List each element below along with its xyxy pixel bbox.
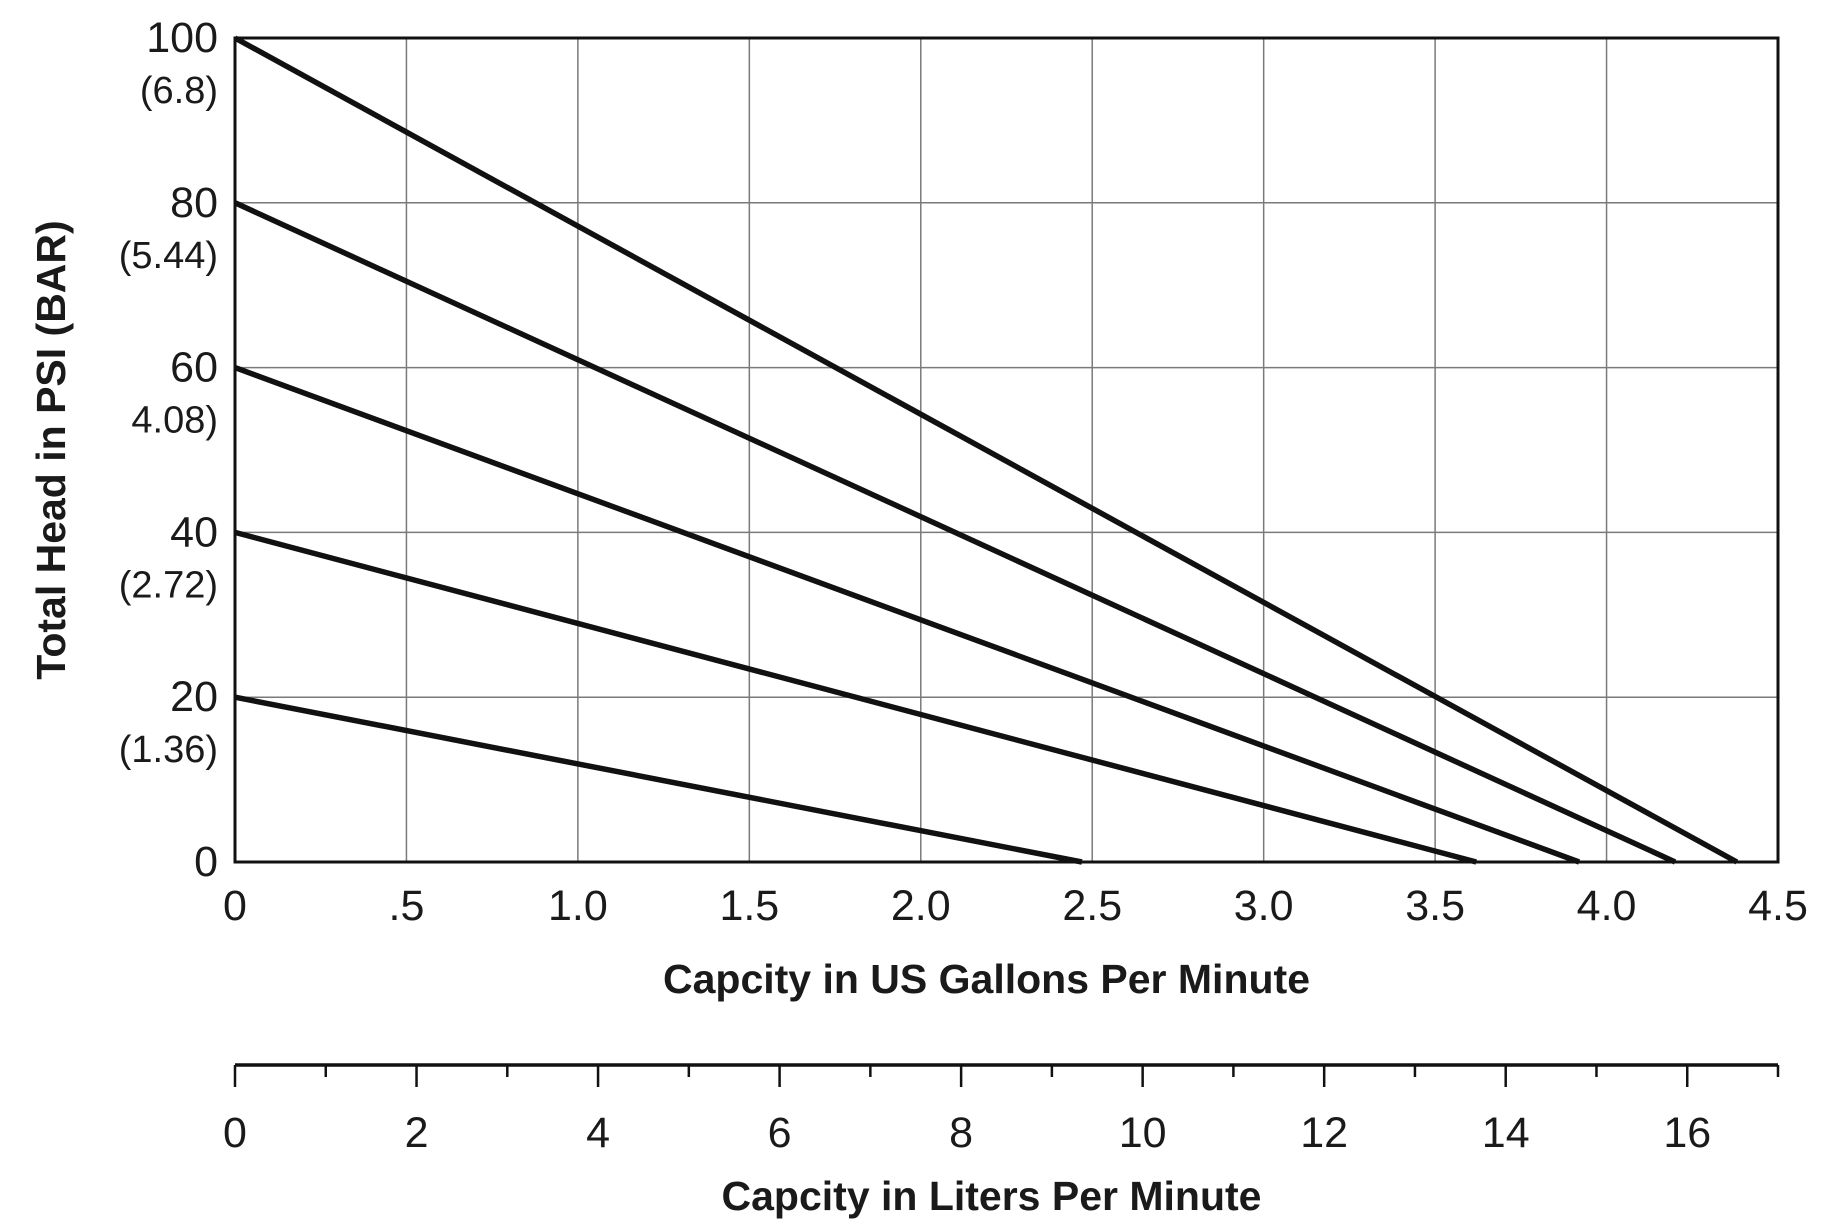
y-tick-label-psi: 40 <box>170 508 218 556</box>
y-tick-label-bar: (1.36) <box>119 729 218 771</box>
y-tick-label-psi: 20 <box>170 673 218 721</box>
x-tick-label: 1.5 <box>719 882 779 930</box>
liters-tick-label: 8 <box>949 1109 973 1157</box>
liters-tick-label: 16 <box>1663 1109 1711 1157</box>
y-tick-label-psi: 0 <box>194 838 218 886</box>
y-axis-title: Total Head in PSI (BAR) <box>28 220 74 679</box>
y-tick-label-bar: (5.44) <box>119 235 218 277</box>
series-line-2 <box>233 200 1677 865</box>
y-tick-label-psi: 60 <box>170 344 218 392</box>
x-tick-label: 2.5 <box>1062 882 1122 930</box>
liters-tick-label: 4 <box>586 1109 610 1157</box>
liters-tick-label: 12 <box>1300 1109 1348 1157</box>
y-tick-label-psi: 100 <box>146 14 218 62</box>
x-tick-label: 4.5 <box>1748 882 1808 930</box>
liters-axis: 0 2 4 6 8 10 12 14 16 <box>223 1063 1780 1157</box>
series-line-4 <box>234 529 1477 865</box>
grid-layer <box>235 38 1778 862</box>
y-tick-label-psi: 80 <box>170 179 218 227</box>
x-tick-label: 2.0 <box>891 882 951 930</box>
series-line-3 <box>234 365 1581 865</box>
y-tick-label-bar: 4.08) <box>131 400 218 442</box>
liters-tick-label: 10 <box>1119 1109 1167 1157</box>
y-tick-label-bar: (6.8) <box>140 70 218 112</box>
series-line-5 <box>234 694 1083 865</box>
liters-axis-title: Capcity in Liters Per Minute <box>722 1173 1262 1219</box>
liters-tick-label: 14 <box>1482 1109 1530 1157</box>
plot-frame <box>233 36 1780 864</box>
x-axis-title: Capcity in US Gallons Per Minute <box>663 956 1310 1002</box>
x-tick-label: .5 <box>389 882 425 930</box>
series-layer <box>233 35 1739 865</box>
x-tick-label: 0 <box>223 882 247 930</box>
y-tick-label-bar: (2.72) <box>119 564 218 606</box>
x-tick-label: 4.0 <box>1577 882 1637 930</box>
x-tick-label: 3.0 <box>1234 882 1294 930</box>
liters-tick-label: 0 <box>223 1109 247 1157</box>
x-tick-label: 1.0 <box>548 882 608 930</box>
x-tick-label: 3.5 <box>1405 882 1465 930</box>
series-line-1 <box>233 35 1739 865</box>
liters-tick-label: 6 <box>768 1109 792 1157</box>
x-tick-labels: 0 .5 1.0 1.5 2.0 2.5 3.0 3.5 4.0 4.5 <box>223 882 1808 930</box>
liters-tick-label: 2 <box>405 1109 429 1157</box>
y-tick-labels: 0 20 (1.36) 40 (2.72) 60 4.08) 80 (5.44) 100 (6.8) <box>119 14 218 886</box>
